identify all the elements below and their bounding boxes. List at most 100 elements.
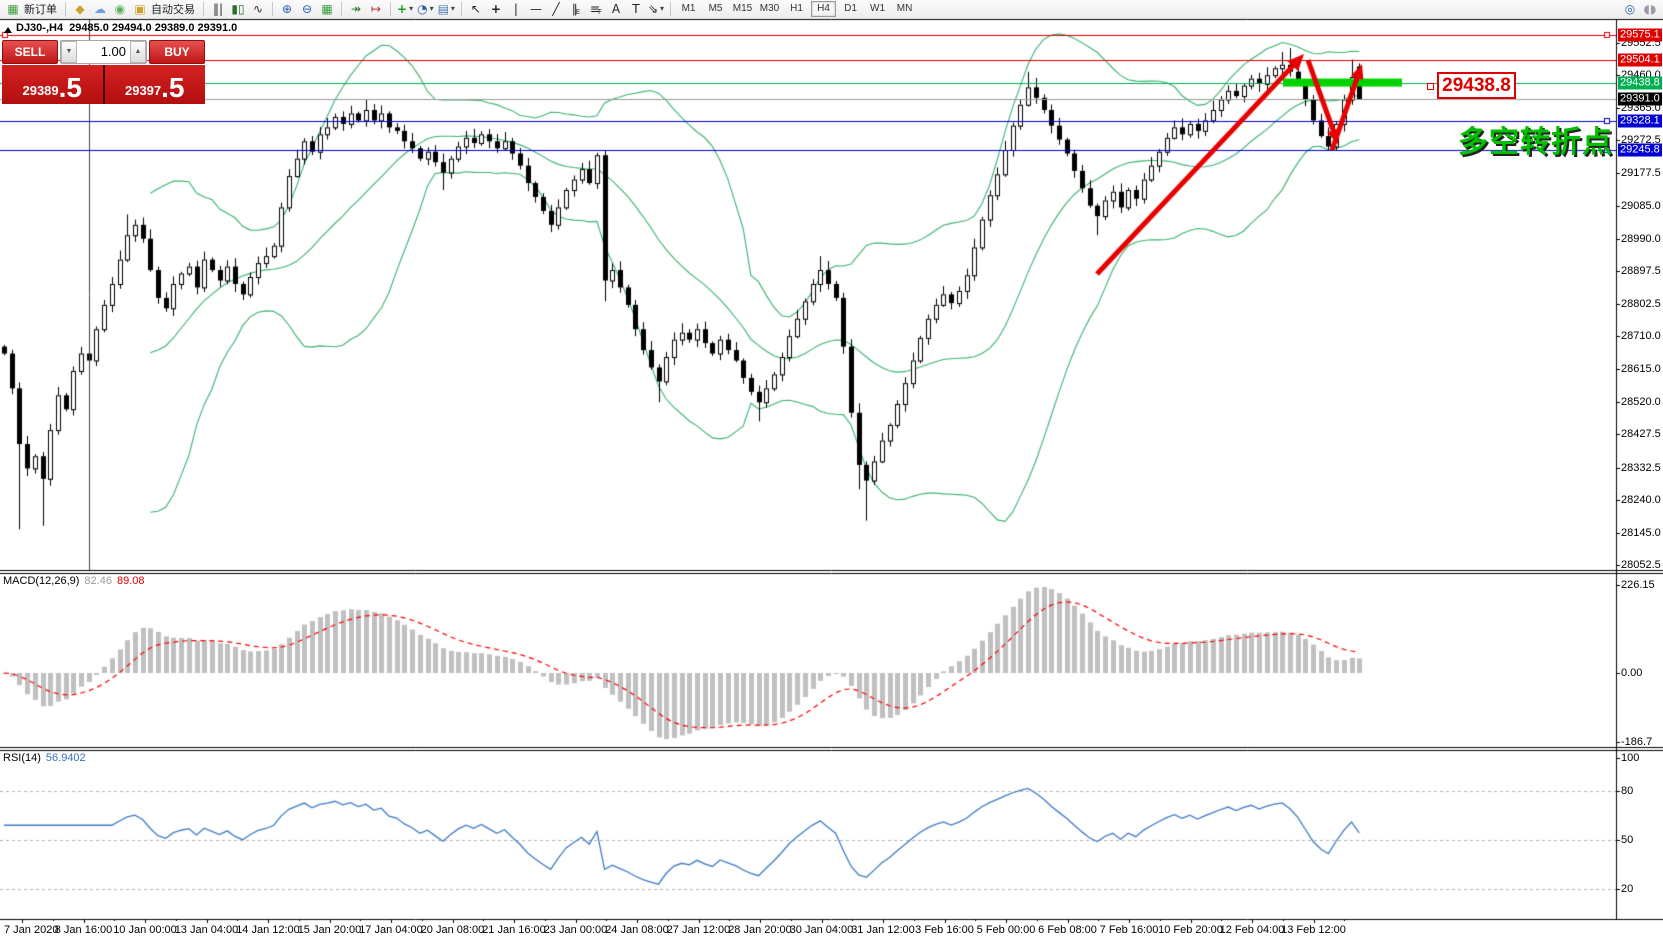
time-axis-label: 17 Jan 04:00 bbox=[359, 924, 423, 936]
macd-axis-label: 0.00 bbox=[1621, 667, 1643, 679]
line-chart-icon[interactable]: ∿ bbox=[248, 1, 268, 18]
periods-icon: ◔ bbox=[417, 2, 428, 16]
toolbar-separator bbox=[670, 2, 672, 16]
trade-panel-prices: 29389 .5 29397 .5 bbox=[2, 65, 205, 104]
timeframe-w1-button[interactable]: W1 bbox=[865, 1, 890, 17]
price-axis-badge: 29438.8 bbox=[1618, 76, 1662, 90]
chart-ohlc: 29485.0 29494.0 29389.0 29391.0 bbox=[69, 22, 238, 34]
crosshair-icon[interactable]: + bbox=[486, 1, 506, 18]
timeframe-mn-button[interactable]: MN bbox=[892, 1, 917, 17]
time-axis-label: 20 Jan 08:00 bbox=[420, 924, 485, 936]
fibonacci-icon-sub: F bbox=[597, 7, 602, 16]
templates-icon: ▤ bbox=[437, 2, 449, 16]
text-label-icon[interactable]: T bbox=[626, 1, 646, 18]
volume-decrease-button[interactable]: ▼ bbox=[61, 41, 77, 63]
chevron-down-icon: ▾ bbox=[660, 4, 665, 13]
timeframe-m15-button[interactable]: M15 bbox=[730, 1, 755, 17]
price-axis-tick: 28802.5 bbox=[1621, 297, 1661, 310]
price-axis-tick: 29177.5 bbox=[1621, 167, 1661, 180]
time-axis-label: 5 Feb 00:00 bbox=[976, 924, 1036, 936]
cursor-icon: ↖ bbox=[470, 2, 481, 16]
timeframe-m5-button[interactable]: M5 bbox=[703, 1, 728, 17]
time-axis-label: 30 Jan 04:00 bbox=[789, 924, 854, 936]
macd-label: MACD(12,26,9) 82.46 89.08 bbox=[3, 575, 144, 587]
community-icon: ☁ bbox=[94, 2, 106, 16]
sell-button[interactable]: SELL bbox=[2, 40, 58, 64]
vertical-line-icon[interactable]: | bbox=[506, 1, 526, 18]
price-callout-label[interactable]: 29438.8 bbox=[1437, 72, 1516, 99]
trendline-icon[interactable]: ╱ bbox=[546, 1, 566, 18]
turning-point-annotation[interactable]: 多空转折点 bbox=[1458, 126, 1613, 159]
timeframe-m1-button[interactable]: M1 bbox=[676, 1, 701, 17]
macd-name: MACD(12,26,9) bbox=[3, 575, 80, 587]
favorites-icon[interactable]: ◆ bbox=[70, 1, 90, 18]
vertical-line-icon: | bbox=[513, 2, 518, 16]
arrows-icon[interactable]: ⇘ ▾ bbox=[646, 1, 666, 18]
search-icon[interactable]: ◎ bbox=[1620, 1, 1640, 18]
rsi-name: RSI(14) bbox=[3, 752, 41, 764]
volume-value[interactable]: 1.00 bbox=[100, 44, 126, 59]
tile-windows-icon[interactable]: ▦ bbox=[317, 1, 337, 18]
zoom-in-icon[interactable]: ⊕ bbox=[277, 1, 297, 18]
new-order-button[interactable]: ▦ bbox=[3, 1, 23, 18]
text-icon[interactable]: A bbox=[606, 1, 626, 18]
time-axis-label: 24 Jan 08:00 bbox=[605, 924, 669, 936]
price-axis-tick: 28427.5 bbox=[1621, 428, 1661, 441]
price-axis-tick: 28990.0 bbox=[1621, 232, 1661, 245]
horizontal-line-icon: — bbox=[529, 2, 542, 16]
time-axis-label: 21 Jan 16:00 bbox=[482, 924, 546, 936]
time-axis-label: 27 Jan 12:00 bbox=[666, 924, 731, 936]
rsi-axis-label: 20 bbox=[1621, 883, 1634, 896]
bar-chart-icon: ‖| bbox=[212, 2, 224, 16]
price-axis-tick: 29085.0 bbox=[1621, 199, 1661, 212]
line-chart-icon: ∿ bbox=[252, 2, 264, 16]
sell-price[interactable]: 29389 .5 bbox=[2, 65, 103, 104]
auto-scroll-icon[interactable]: ↠ bbox=[346, 1, 366, 18]
timeframe-d1-button[interactable]: D1 bbox=[838, 1, 863, 17]
zoom-in-icon: ⊕ bbox=[281, 2, 293, 16]
timeframe-m30-button[interactable]: M30 bbox=[757, 1, 782, 17]
price-callout-anchor[interactable] bbox=[1427, 83, 1434, 90]
toolbar-separator bbox=[341, 2, 342, 16]
price-axis-badge: 29328.1 bbox=[1618, 114, 1662, 128]
horizontal-line-icon[interactable]: — bbox=[526, 1, 546, 18]
timeframe-h1-button[interactable]: H1 bbox=[784, 1, 809, 17]
chart-shift-icon[interactable]: ↦ bbox=[366, 1, 386, 18]
price-axis-tick: 28052.5 bbox=[1621, 558, 1661, 571]
equidistant-channel-icon[interactable]: ∥ E bbox=[566, 1, 586, 18]
time-axis-label: 10 Jan 00:00 bbox=[113, 924, 177, 936]
candlestick-chart-icon[interactable]: ▮▯ bbox=[228, 1, 248, 18]
periods-icon[interactable]: ◔ ▾ bbox=[415, 1, 436, 18]
timeframe-h4-button[interactable]: H4 bbox=[811, 1, 837, 17]
price-axis-tick: 28145.0 bbox=[1621, 526, 1661, 539]
toolbar-groups: ▦ 新订单 ◆ ☁ ◉ ▣ 自动交易 ‖| ▮▯ ∿ ⊕ ⊖ ▦ ↠ ↦ + ▾ ◔ ▾ ▤ ▾ ↖ + | — ╱ ∥ E ≡ F A T ⇘… bbox=[3, 0, 918, 19]
time-axis-label: 31 Jan 12:00 bbox=[851, 924, 915, 936]
buy-price[interactable]: 29397 .5 bbox=[104, 65, 205, 104]
rsi-axis-label: 50 bbox=[1621, 834, 1634, 846]
chat-icon[interactable]: ◖◗ bbox=[1640, 1, 1660, 18]
sell-price-frac: .5 bbox=[58, 72, 82, 103]
cursor-icon[interactable]: ↖ bbox=[466, 1, 486, 18]
rsi-panel-divider[interactable] bbox=[0, 745, 1663, 751]
bar-chart-icon[interactable]: ‖| bbox=[208, 1, 228, 18]
volume-increase-button[interactable]: ▲ bbox=[130, 41, 146, 63]
templates-icon[interactable]: ▤ ▾ bbox=[436, 1, 457, 18]
fibonacci-icon[interactable]: ≡ F bbox=[586, 1, 606, 18]
zoom-out-icon[interactable]: ⊖ bbox=[297, 1, 317, 18]
signals-icon[interactable]: ◉ bbox=[110, 1, 130, 18]
toolbar-separator bbox=[272, 2, 273, 16]
indicators-icon[interactable]: + ▾ bbox=[395, 1, 415, 18]
volume-stepper[interactable]: ▼ 1.00 ▲ bbox=[60, 40, 147, 64]
chart-title: DJ30-,H4 29485.0 29494.0 29389.0 29391.0 bbox=[16, 22, 243, 34]
price-axis-badge: 29391.0 bbox=[1618, 92, 1662, 106]
macd-panel-divider[interactable] bbox=[0, 568, 1663, 574]
fibonacci-icon: ≡ bbox=[589, 2, 600, 16]
buy-button[interactable]: BUY bbox=[149, 40, 205, 64]
autotrading-label: 自动交易 bbox=[151, 4, 195, 16]
favorites-icon: ◆ bbox=[75, 2, 85, 16]
community-icon[interactable]: ☁ bbox=[90, 1, 110, 18]
price-axis-tick: 28897.5 bbox=[1621, 264, 1661, 277]
autotrading-button[interactable]: ▣ bbox=[130, 1, 150, 18]
price-axis-tick: 28710.0 bbox=[1621, 330, 1661, 343]
